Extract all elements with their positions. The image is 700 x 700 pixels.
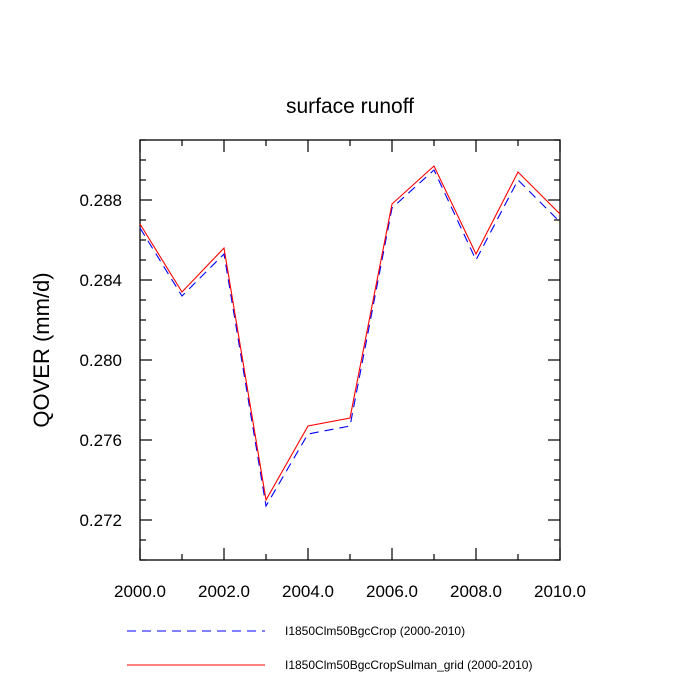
- y-tick-label: 0.276: [79, 431, 122, 450]
- legend-label-2: I1850Clm50BgcCropSulman_grid (2000-2010): [285, 658, 532, 672]
- y-tick-label: 0.284: [79, 271, 122, 290]
- y-axis-label: QOVER (mm/d): [29, 272, 54, 427]
- x-tick-label: 2006.0: [366, 582, 418, 601]
- chart-title: surface runoff: [286, 95, 414, 118]
- y-tick-label: 0.288: [79, 191, 122, 210]
- y-tick-label: 0.280: [79, 351, 122, 370]
- axes: 2000.0 2002.0 2004.0 2006.0 2008.0 2010.0 0.27…: [79, 139, 586, 601]
- series-line-2: [139, 165, 561, 502]
- legend: I1850Clm50BgcCrop (2000-2010) I1850Clm50B…: [127, 624, 532, 672]
- y-tick-label: 0.272: [79, 511, 122, 530]
- x-tick-label: 2010.0: [534, 582, 586, 601]
- x-tick-label: 2008.0: [450, 582, 502, 601]
- x-tick-label: 2004.0: [282, 582, 334, 601]
- series-line-1: [139, 169, 561, 508]
- legend-label-1: I1850Clm50BgcCrop (2000-2010): [285, 624, 465, 638]
- x-tick-label: 2002.0: [198, 582, 250, 601]
- x-tick-label: 2000.0: [114, 582, 166, 601]
- plot-area: [139, 165, 561, 508]
- plot-frame: [139, 139, 561, 561]
